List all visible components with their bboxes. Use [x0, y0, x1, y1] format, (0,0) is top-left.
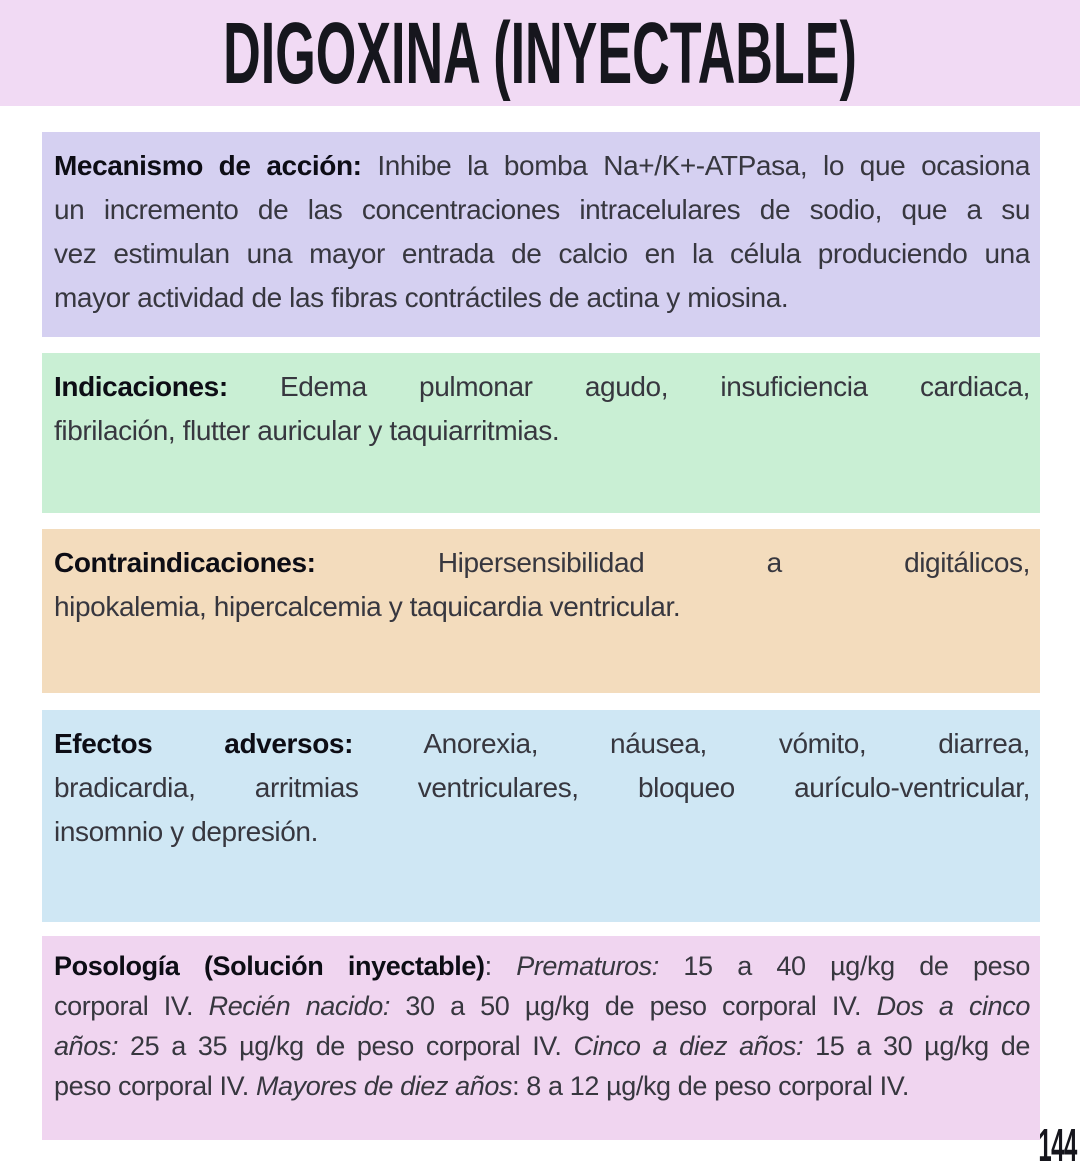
mecanismo-de-accion-line-2: un incremento de las concentraciones int… — [54, 188, 1030, 232]
text-run: Prematuros: — [516, 951, 659, 981]
text-run: Anorexia, náusea, vómito, diarrea, — [353, 728, 1030, 759]
page-number: 144 — [1038, 1119, 1078, 1164]
section-efectos-adversos: Efectos adversos: Anorexia, náusea, vómi… — [42, 710, 1040, 922]
text-run: : — [484, 951, 517, 981]
text-run: un incremento de las concentraciones int… — [54, 194, 1030, 225]
posologia-line-1: Posología (Solución inyectable): Prematu… — [54, 946, 1030, 986]
text-run: 30 a 50 µg/kg de peso corporal IV. — [389, 991, 877, 1021]
text-run: vez estimulan una mayor entrada de calci… — [54, 238, 1030, 269]
indicaciones-line-1: Indicaciones: Edema pulmonar agudo, insu… — [54, 365, 1030, 409]
contraindicaciones-label: Contraindicaciones: — [54, 547, 316, 578]
posologia-line-4: peso corporal IV. Mayores de diez años: … — [54, 1066, 1030, 1106]
efectos-adversos-line-2: bradicardia, arritmias ventriculares, bl… — [54, 766, 1030, 810]
text-run: fibrilación, flutter auricular y taquiar… — [54, 415, 560, 446]
text-run: mayor actividad de las fibras contráctil… — [54, 282, 789, 313]
posologia-line-3: años: 25 a 35 µg/kg de peso corporal IV.… — [54, 1026, 1030, 1066]
posologia-line-2: corporal IV. Recién nacido: 30 a 50 µg/k… — [54, 986, 1030, 1026]
text-run: corporal IV. — [54, 991, 209, 1021]
text-run: 15 a 40 µg/kg de peso — [658, 951, 1030, 981]
text-run: Mayores de diez años — [255, 1071, 513, 1101]
indicaciones-label: Indicaciones: — [54, 371, 228, 402]
text-run: Recién nacido: — [208, 991, 391, 1021]
text-run: Dos a cinco — [876, 991, 1030, 1021]
page-header: DIGOXINA (INYECTABLE) — [0, 0, 1080, 106]
section-indicaciones: Indicaciones: Edema pulmonar agudo, insu… — [42, 353, 1040, 513]
posologia-label: Posología (Solución inyectable) — [54, 951, 485, 981]
efectos-adversos-label: Efectos adversos: — [54, 728, 353, 759]
indicaciones-line-2: fibrilación, flutter auricular y taquiar… — [54, 409, 1030, 453]
mecanismo-de-accion-line-1: Mecanismo de acción: Inhibe la bomba Na+… — [54, 144, 1030, 188]
text-run: : 8 a 12 µg/kg de peso corporal IV. — [512, 1071, 909, 1101]
section-posologia: Posología (Solución inyectable): Prematu… — [42, 936, 1040, 1140]
contraindicaciones-line-2: hipokalemia, hipercalcemia y taquicardia… — [54, 585, 1030, 629]
section-contraindicaciones: Contraindicaciones: Hipersensibilidad a … — [42, 529, 1040, 693]
text-run: Inhibe la bomba Na+/K+-ATPasa, lo que oc… — [361, 150, 1030, 181]
page-title: DIGOXINA (INYECTABLE) — [223, 3, 857, 102]
efectos-adversos-line-3: insomnio y depresión. — [54, 810, 1030, 854]
text-run: 15 a 30 µg/kg de — [803, 1031, 1030, 1061]
contraindicaciones-line-1: Contraindicaciones: Hipersensibilidad a … — [54, 541, 1030, 585]
text-run: peso corporal IV. — [54, 1071, 256, 1101]
text-run: Cinco a diez años: — [573, 1031, 804, 1061]
text-run: Hipersensibilidad a digitálicos, — [315, 547, 1030, 578]
text-run: insomnio y depresión. — [54, 816, 318, 847]
section-mecanismo-de-accion: Mecanismo de acción: Inhibe la bomba Na+… — [42, 132, 1040, 337]
mecanismo-de-accion-label: Mecanismo de acción: — [54, 150, 362, 181]
text-run: 25 a 35 µg/kg de peso corporal IV. — [118, 1031, 574, 1061]
text-run: Edema pulmonar agudo, insuficiencia card… — [227, 371, 1030, 402]
text-run: años: — [54, 1031, 119, 1061]
efectos-adversos-line-1: Efectos adversos: Anorexia, náusea, vómi… — [54, 722, 1030, 766]
text-run: bradicardia, arritmias ventriculares, bl… — [54, 772, 1030, 803]
text-run: hipokalemia, hipercalcemia y taquicardia… — [54, 591, 681, 622]
mecanismo-de-accion-line-3: vez estimulan una mayor entrada de calci… — [54, 232, 1030, 276]
mecanismo-de-accion-line-4: mayor actividad de las fibras contráctil… — [54, 276, 1030, 320]
